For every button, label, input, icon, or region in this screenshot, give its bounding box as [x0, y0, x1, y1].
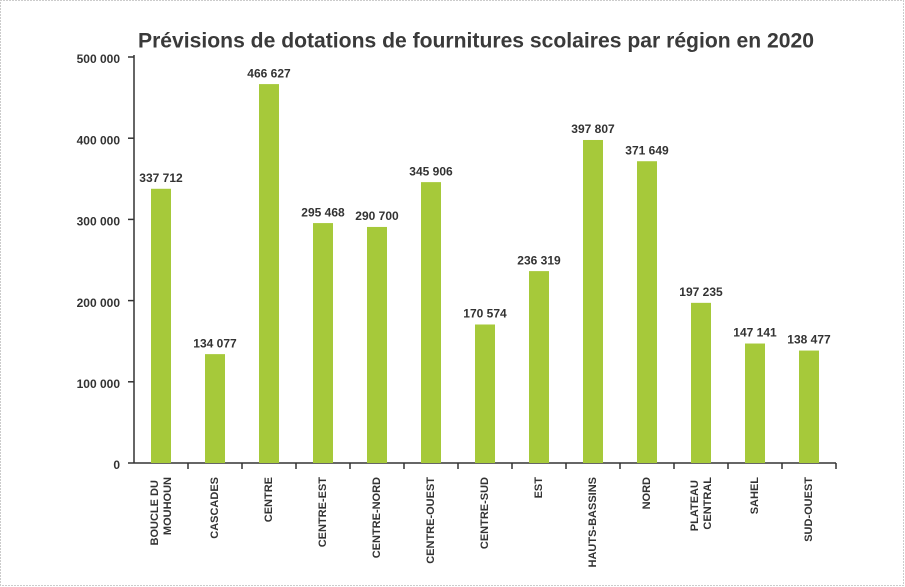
x-tick-label: CENTRE-OUEST	[425, 477, 437, 564]
bar	[259, 84, 279, 463]
x-tick-label: SUD-OUEST	[803, 477, 815, 542]
x-tick-label: CENTRE-EST	[317, 477, 329, 548]
x-tick-label: CENTRE-NORD	[371, 477, 383, 558]
bar	[583, 139, 603, 463]
bar	[691, 302, 711, 463]
x-tick-label: BOUCLE DU MOUHOUN	[149, 477, 174, 545]
bar	[205, 354, 225, 463]
y-tick-label: 200 000	[77, 296, 121, 310]
bar	[799, 350, 819, 463]
bar	[637, 161, 657, 463]
y-tick-label: 100 000	[77, 377, 121, 391]
bar	[421, 182, 441, 463]
x-tick-label: NORD	[641, 477, 653, 509]
x-tick-label: CENTRE	[263, 477, 275, 522]
value-label: 337 712	[139, 171, 183, 185]
x-tick-label: SAHEL	[749, 477, 761, 515]
value-label: 371 649	[625, 143, 669, 157]
value-label: 397 807	[571, 122, 615, 136]
bar	[745, 343, 765, 463]
bar	[151, 188, 171, 463]
y-tick-label: 300 000	[77, 215, 121, 229]
bar	[529, 271, 549, 463]
y-tick-label: 0	[113, 458, 120, 472]
x-tick-label: EST	[533, 477, 545, 499]
value-label: 170 574	[463, 307, 507, 321]
value-label: 466 627	[247, 66, 291, 80]
value-label: 295 468	[301, 205, 345, 219]
y-tick-label: 400 000	[77, 133, 121, 147]
x-tick-label: PLATEAU CENTRAL	[689, 477, 714, 531]
bar	[367, 226, 387, 463]
value-label: 236 319	[517, 253, 561, 267]
value-label: 138 477	[787, 333, 831, 347]
x-tick-label: CASCADES	[209, 477, 221, 539]
chart-title: Prévisions de dotations de fournitures s…	[138, 30, 814, 53]
value-label: 134 077	[193, 336, 237, 350]
x-tick-label: CENTRE-SUD	[479, 477, 491, 549]
bar	[475, 324, 495, 463]
y-tick-label: 500 000	[77, 52, 121, 66]
value-label: 290 700	[355, 209, 399, 223]
x-tick-label: HAUTS-BASSINS	[587, 477, 599, 567]
value-label: 147 141	[733, 326, 777, 340]
bar	[313, 223, 333, 463]
value-label: 197 235	[679, 285, 723, 299]
value-label: 345 906	[409, 164, 453, 178]
